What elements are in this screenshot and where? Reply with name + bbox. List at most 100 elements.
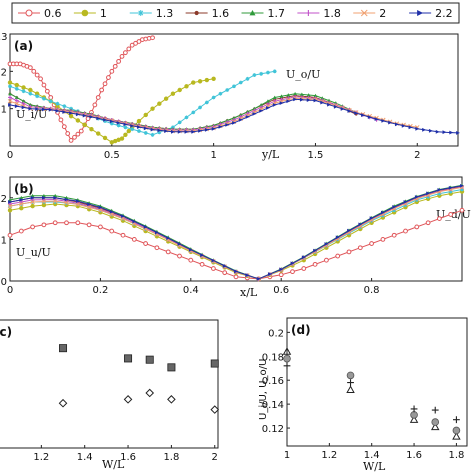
- data-point: [437, 187, 442, 192]
- data-point: [102, 81, 108, 87]
- data-point: [320, 100, 325, 105]
- data-point: [167, 363, 176, 372]
- data-point: [98, 208, 103, 213]
- data-point: [222, 264, 227, 268]
- scatter-series: [282, 347, 461, 440]
- data-point: [78, 128, 84, 134]
- data-point: [430, 422, 440, 431]
- data-point: [324, 242, 329, 246]
- data-point: [380, 237, 386, 242]
- data-point: [191, 129, 196, 134]
- data-point: [137, 125, 141, 129]
- data-point: [166, 236, 171, 241]
- data-point: [286, 93, 291, 97]
- legend-marker: [194, 10, 199, 16]
- data-point: [7, 232, 13, 238]
- panel-d-xlabel: W/L: [363, 460, 386, 473]
- data-point: [453, 416, 460, 424]
- data-point: [381, 210, 385, 215]
- legend-marker: [249, 10, 256, 16]
- data-point: [8, 103, 12, 107]
- data-point: [55, 109, 60, 113]
- data-point: [437, 216, 442, 222]
- data-point: [369, 241, 375, 246]
- data-point: [283, 354, 291, 363]
- data-point: [42, 107, 46, 112]
- x-tick-label: 1.2: [321, 450, 337, 461]
- data-point: [333, 104, 338, 109]
- data-point: [449, 130, 454, 135]
- data-point: [252, 111, 257, 116]
- data-point: [431, 418, 440, 426]
- data-point: [157, 130, 162, 135]
- data-point: [460, 187, 464, 192]
- data-point: [96, 131, 101, 136]
- x-tick-label: 1: [284, 450, 290, 461]
- data-point: [86, 222, 92, 228]
- data-point: [184, 115, 189, 120]
- x-tick-label: 0.4: [183, 285, 199, 296]
- data-point: [21, 105, 26, 110]
- y-tick-label: 0.2: [268, 328, 284, 339]
- data-point: [82, 122, 87, 128]
- x-tick-label: 1.6: [406, 450, 422, 461]
- data-point: [279, 94, 284, 98]
- data-point: [145, 355, 154, 364]
- data-point: [409, 415, 419, 423]
- data-point: [103, 119, 107, 124]
- data-point: [279, 267, 284, 272]
- data-point: [75, 131, 81, 137]
- data-point: [124, 354, 133, 363]
- legend-marker: [360, 9, 368, 17]
- data-point: [48, 107, 53, 112]
- data-point: [69, 111, 73, 116]
- data-point: [143, 131, 148, 135]
- data-point: [171, 129, 175, 134]
- data-point: [109, 68, 115, 74]
- data-point: [163, 96, 169, 101]
- data-point: [145, 388, 155, 398]
- data-point: [456, 131, 460, 135]
- data-point: [279, 101, 284, 105]
- data-point: [293, 91, 297, 96]
- data-point: [157, 128, 162, 133]
- data-point: [150, 132, 155, 137]
- data-point: [425, 220, 431, 226]
- data-point: [170, 91, 176, 96]
- data-point: [210, 359, 219, 368]
- data-point: [278, 272, 284, 278]
- data-point: [8, 91, 12, 96]
- data-point: [232, 116, 236, 120]
- panel-c-xlabel: W/L: [102, 458, 125, 471]
- data-point: [99, 87, 105, 93]
- data-point: [357, 245, 363, 251]
- data-point: [59, 344, 68, 353]
- data-point: [188, 257, 194, 263]
- data-point: [268, 272, 272, 277]
- y-tick-label: 0.14: [262, 400, 284, 411]
- data-point: [65, 131, 71, 136]
- data-point: [225, 88, 230, 92]
- series-2.2: [8, 183, 464, 281]
- data-point: [89, 126, 94, 132]
- data-point: [109, 228, 115, 234]
- data-point: [245, 109, 250, 114]
- data-point: [340, 107, 345, 111]
- legend-entry: 2: [379, 7, 386, 20]
- data-point: [299, 92, 304, 96]
- data-point: [299, 97, 304, 102]
- data-point: [346, 249, 352, 255]
- data-point: [381, 118, 386, 123]
- data-point: [126, 128, 131, 134]
- data-point: [234, 269, 238, 274]
- data-point: [106, 75, 111, 80]
- data-point: [204, 77, 210, 83]
- panel-a-ylabel-left: U_i/U: [16, 108, 47, 121]
- data-point: [150, 106, 155, 111]
- legend-entry: 1.6: [212, 7, 230, 20]
- panel-d: (d) W/L U_i/U, U_o/U 0.2 0.18 0.16 0.14 0.12…: [258, 317, 468, 473]
- data-point: [31, 68, 37, 74]
- legend-entry: 1.7: [268, 7, 286, 20]
- data-point: [41, 199, 47, 204]
